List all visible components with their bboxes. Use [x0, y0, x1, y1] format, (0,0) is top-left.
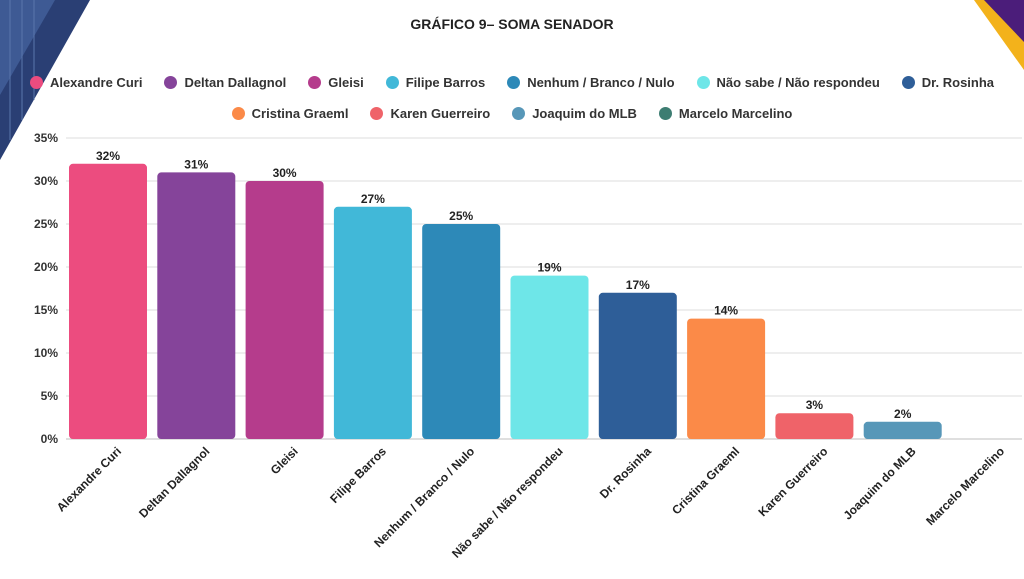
bar — [510, 275, 589, 439]
legend-swatch — [308, 76, 322, 89]
data-label: 17% — [626, 278, 650, 292]
legend-item: Joaquim do MLB — [512, 106, 637, 121]
corner-decoration-left — [0, 0, 90, 160]
legend-item: Alexandre Curi — [29, 75, 143, 90]
data-label: 32% — [96, 149, 120, 163]
legend-item: Deltan Dallagnol — [164, 75, 286, 90]
bar — [69, 163, 147, 440]
legend-item: Cristina Graeml — [231, 106, 349, 121]
legend-item: Filipe Barros — [385, 75, 486, 90]
legend-swatch — [231, 107, 245, 120]
legend-item: Nenhum / Branco / Nulo — [507, 75, 675, 90]
data-label: 31% — [184, 157, 208, 171]
y-tick-label: 20% — [34, 260, 58, 274]
data-label: 3% — [806, 398, 824, 412]
legend-label: Dr. Rosinha — [921, 75, 995, 90]
y-tick-label: 0% — [41, 432, 59, 446]
legend-label: Deltan Dallagnol — [184, 75, 287, 90]
bar — [422, 224, 501, 439]
legend-swatch — [512, 107, 526, 120]
legend-item: Gleisi — [308, 75, 364, 90]
legend-swatch — [164, 76, 178, 89]
x-tick-label: Alexandre Curi — [54, 444, 124, 514]
chart-title: GRÁFICO 9– SOMA SENADOR — [410, 16, 614, 32]
bar — [598, 292, 677, 439]
x-tick-label: Karen Guerreiro — [756, 444, 831, 519]
legend-row-2: Cristina Graeml Karen Guerreiro Joaquim do… — [0, 106, 1024, 121]
bar — [775, 413, 854, 439]
legend-swatch — [385, 76, 399, 89]
x-tick-label: Deltan Dallagnol — [136, 444, 212, 520]
legend-item: Karen Guerreiro — [370, 106, 490, 121]
data-label: 27% — [361, 192, 385, 206]
legend-swatch — [29, 76, 43, 89]
x-tick-label: Filipe Barros — [327, 444, 389, 506]
x-tick-label: Dr. Rosinha — [597, 444, 654, 501]
x-tick-label: Gleisi — [268, 444, 301, 477]
legend-swatch — [696, 76, 710, 89]
legend-label: Não sabe / Não respondeu — [716, 75, 880, 90]
data-label: 30% — [273, 166, 297, 180]
legend-label: Joaquim do MLB — [532, 106, 637, 121]
legend-row-1: Alexandre Curi Deltan Dallagnol Gleisi Fili… — [0, 75, 1024, 90]
corner-decoration-right — [974, 0, 1024, 70]
y-tick-label: 35% — [34, 131, 58, 145]
x-tick-label: Nenhum / Branco / Nulo — [371, 444, 477, 550]
legend-label: Alexandre Curi — [49, 75, 143, 90]
data-label: 2% — [894, 407, 912, 421]
bar — [157, 172, 236, 439]
x-tick-label: Cristina Graeml — [669, 444, 742, 517]
bar — [333, 206, 412, 439]
data-label: 14% — [714, 304, 738, 318]
legend-item: Dr. Rosinha — [901, 75, 995, 90]
legend-item: Não sabe / Não respondeu — [696, 75, 880, 90]
data-label: 19% — [537, 261, 561, 275]
y-tick-label: 15% — [34, 303, 58, 317]
legend-swatch — [658, 107, 672, 120]
legend-label: Nenhum / Branco / Nulo — [527, 75, 675, 90]
legend-item: Marcelo Marcelino — [658, 106, 793, 121]
y-tick-label: 10% — [34, 346, 58, 360]
bar — [863, 421, 942, 439]
x-tick-label: Marcelo Marcelino — [923, 444, 1007, 528]
legend-label: Marcelo Marcelino — [678, 106, 793, 121]
data-label: 25% — [449, 209, 473, 223]
legend-label: Karen Guerreiro — [390, 106, 491, 121]
legend-swatch — [507, 76, 521, 89]
legend-swatch — [370, 107, 384, 120]
legend-swatch — [901, 76, 915, 89]
y-tick-label: 30% — [34, 174, 58, 188]
y-tick-label: 25% — [34, 217, 58, 231]
legend-label: Gleisi — [328, 75, 364, 90]
bar — [245, 181, 324, 439]
bar — [687, 318, 766, 439]
legend-label: Filipe Barros — [405, 75, 486, 90]
x-tick-label: Joaquim do MLB — [841, 444, 919, 522]
legend-label: Cristina Graeml — [251, 106, 349, 121]
y-tick-label: 5% — [41, 389, 59, 403]
